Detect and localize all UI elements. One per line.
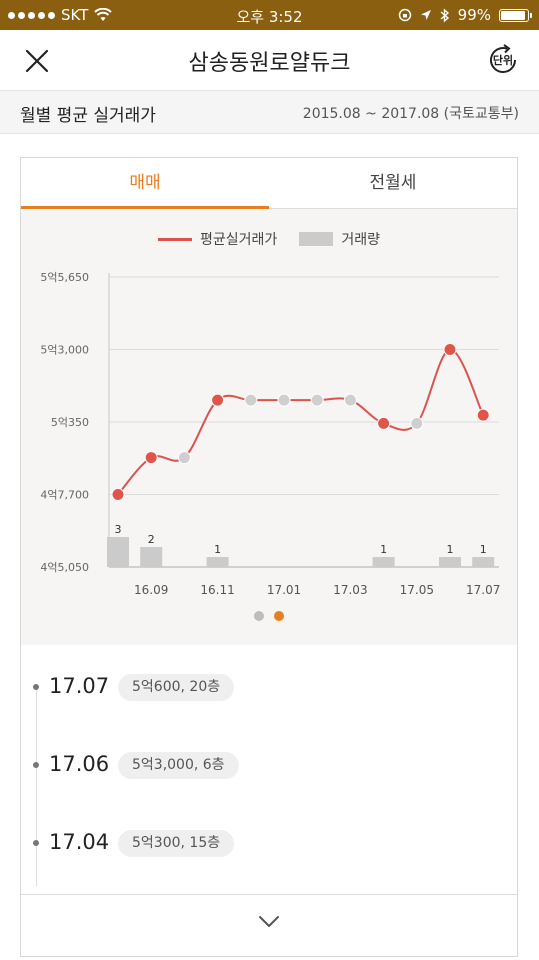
timeline-dot <box>33 762 39 768</box>
expand-button[interactable] <box>21 894 517 957</box>
price-point <box>310 393 324 407</box>
page-title: 삼송동원로얄듀크 <box>188 51 351 76</box>
volume-bar <box>439 557 461 567</box>
bar-value-label: 1 <box>447 543 454 556</box>
bluetooth-icon <box>440 7 449 23</box>
price-point <box>476 408 490 422</box>
volume-bar <box>107 537 129 567</box>
unit-toggle-button[interactable]: 단위 <box>485 42 521 78</box>
list-item[interactable]: 17.06 5억3,000, 6층 <box>21 746 517 786</box>
refresh-icon <box>490 44 516 74</box>
status-left: SKT <box>8 6 113 24</box>
nav-bar: 삼송동원로얄듀크 단위 <box>0 30 539 90</box>
bar-value-label: 1 <box>380 543 387 556</box>
y-tick-label: 5억3,000 <box>40 344 89 357</box>
tab-sale[interactable]: 매매 <box>129 173 161 193</box>
price-point <box>211 393 225 407</box>
x-tick-label: 17.01 <box>267 583 301 597</box>
legend-label-price: 평균실거래가 <box>200 232 278 248</box>
price-point <box>177 451 191 465</box>
battery-percent: 99% <box>457 6 491 24</box>
y-tick-label: 4억5,050 <box>40 561 89 574</box>
transaction-date: 17.07 <box>49 674 110 698</box>
volume-bar <box>140 547 163 567</box>
legend-label-volume: 거래량 <box>341 232 380 248</box>
x-tick-label: 16.11 <box>200 583 234 597</box>
legend-bar-swatch <box>299 232 334 246</box>
price-point <box>277 393 291 407</box>
transaction-detail: 5억3,000, 6층 <box>118 752 239 779</box>
wifi-icon <box>94 8 113 21</box>
price-point <box>144 451 158 465</box>
x-tick-label: 16.09 <box>134 583 168 597</box>
price-point <box>410 416 424 430</box>
price-point <box>111 488 125 501</box>
subheader-title: 월별 평균 실거래가 <box>20 106 156 126</box>
price-point <box>443 343 457 356</box>
status-right: 99% <box>398 6 532 24</box>
y-tick-label: 4억7,700 <box>40 489 89 502</box>
battery-icon <box>499 8 532 22</box>
bar-value-label: 3 <box>115 523 122 536</box>
transaction-list: 17.07 5억600, 20층 17.06 5억3,000, 6층 17.04… <box>21 646 517 892</box>
chart-area: 평균실거래가 거래량 4억5,050 4억7,700 5억350 5억3,000 5억5… <box>21 209 517 645</box>
price-point <box>244 393 258 407</box>
timeline-line <box>36 686 37 886</box>
price-chart[interactable]: 4억5,050 4억7,700 5억350 5억3,000 5억5,650 16.09 16… <box>21 249 517 609</box>
volume-bar <box>372 557 395 567</box>
timeline-dot <box>33 840 39 846</box>
bar-value-label: 1 <box>214 543 221 556</box>
status-bar: SKT 오후 3:52 99% <box>0 0 539 30</box>
subheader: 월별 평균 실거래가 2015.08 ~ 2017.08 (국토교통부) <box>0 90 539 134</box>
status-time: 오후 3:52 <box>236 8 303 26</box>
carrier-label: SKT <box>61 6 89 24</box>
tab-underline <box>21 206 269 209</box>
transaction-date: 17.04 <box>49 830 110 854</box>
list-item[interactable]: 17.04 5억300, 15층 <box>21 824 517 864</box>
price-card: 매매 전월세 평균실거래가 거래량 4억5,050 4억7,700 5억350 5억3… <box>20 157 518 957</box>
transaction-date: 17.06 <box>49 752 110 776</box>
pager-dot[interactable] <box>274 611 284 621</box>
timeline-dot <box>33 684 39 690</box>
legend-item-volume: 거래량 <box>299 229 380 249</box>
x-tick-label: 17.07 <box>466 583 500 597</box>
volume-bar <box>206 557 229 567</box>
tab-rent[interactable]: 전월세 <box>369 173 417 193</box>
close-icon[interactable] <box>22 46 52 76</box>
y-tick-label: 5억350 <box>51 416 89 429</box>
y-tick-label: 5억5,650 <box>40 271 89 284</box>
bar-value-label: 2 <box>148 533 155 546</box>
x-tick-label: 17.03 <box>333 583 367 597</box>
legend-item-price: 평균실거래가 <box>158 229 277 249</box>
x-tick-label: 17.05 <box>400 583 434 597</box>
legend-line-swatch <box>158 237 193 241</box>
tab-bar: 매매 전월세 <box>21 158 517 209</box>
unit-label: 단위 <box>492 54 514 67</box>
transaction-detail: 5억300, 15층 <box>118 830 235 857</box>
transaction-detail: 5억600, 20층 <box>118 674 235 701</box>
price-point <box>377 416 391 430</box>
price-point <box>343 393 357 407</box>
signal-icon <box>8 11 55 19</box>
chevron-down-icon <box>259 916 279 927</box>
chart-legend: 평균실거래가 거래량 <box>21 229 517 249</box>
rotation-lock-icon <box>398 8 411 22</box>
chart-pager[interactable] <box>21 611 517 621</box>
location-icon <box>420 10 431 20</box>
subheader-range: 2015.08 ~ 2017.08 (국토교통부) <box>302 106 519 122</box>
pager-dot[interactable] <box>254 611 264 621</box>
volume-bar <box>472 557 495 567</box>
list-item[interactable]: 17.07 5억600, 20층 <box>21 668 517 708</box>
bar-value-label: 1 <box>480 543 487 556</box>
